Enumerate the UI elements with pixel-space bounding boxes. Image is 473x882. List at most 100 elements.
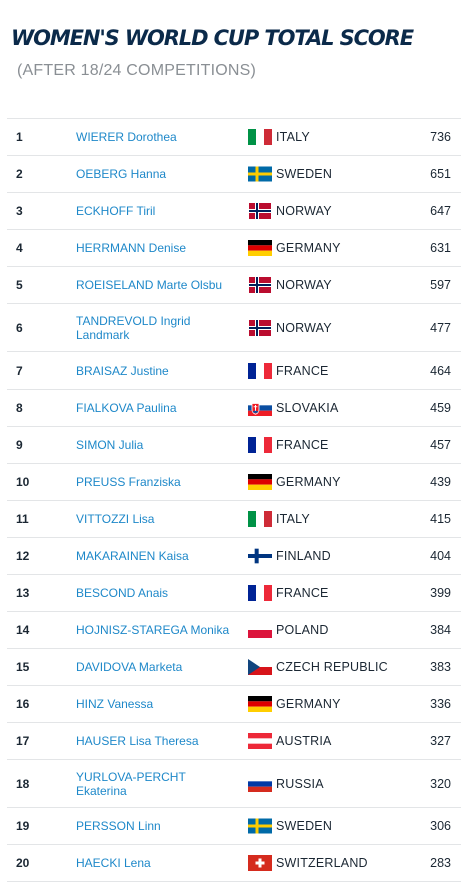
athlete-name-link[interactable]: MAKARAINEN Kaisa [76,549,189,563]
table-row: 13 BESCOND Anais FRANCE 399 [7,575,461,612]
score-cell: 399 [430,586,451,600]
poland-flag-icon [248,622,272,638]
table-row: 6 TANDREVOLD Ingrid Landmark NORWAY 477 [7,304,461,352]
athlete-name-link[interactable]: HAUSER Lisa Theresa [76,734,199,748]
score-cell: 651 [430,167,451,181]
athlete-name-link[interactable]: HOJNISZ-STAREGA Monika [76,623,230,637]
header: WOMEN'S WORLD CUP TOTAL SCORE (AFTER 18/… [0,0,473,118]
rank-cell: 15 [16,660,30,674]
rank-cell: 10 [16,475,30,489]
athlete-name-link[interactable]: FIALKOVA Paulina [76,401,177,415]
score-cell: 306 [430,819,451,833]
rank-cell: 9 [16,438,23,452]
athlete-name-link[interactable]: YURLOVA-PERCHT Ekaterina [76,769,186,798]
athlete-name-link[interactable]: PERSSON Linn [76,819,161,833]
rank-cell: 20 [16,856,30,870]
table-row: 4 HERRMANN Denise GERMANY 631 [7,230,461,267]
rank-cell: 17 [16,734,30,748]
country-cell: NORWAY [276,204,332,218]
country-cell: FRANCE [276,586,329,600]
country-cell: NORWAY [276,278,332,292]
score-cell: 327 [430,734,451,748]
athlete-name-link[interactable]: DAVIDOVA Marketa [76,660,183,674]
country-cell: GERMANY [276,697,341,711]
country-cell: ITALY [276,130,310,144]
athlete-name-link[interactable]: HERRMANN Denise [76,241,187,255]
score-cell: 415 [430,512,451,526]
rank-cell: 16 [16,697,30,711]
athlete-name-link[interactable]: OEBERG Hanna [76,167,167,181]
score-cell: 283 [430,856,451,870]
rank-cell: 6 [16,320,23,335]
norway-flag-icon [248,319,272,336]
table-row: 9 SIMON Julia FRANCE 457 [7,427,461,464]
athlete-name-link[interactable]: HINZ Vanessa [76,697,154,711]
finland-flag-icon [248,548,272,564]
rank-cell: 8 [16,401,23,415]
score-cell: 477 [430,320,451,335]
country-cell: GERMANY [276,241,341,255]
table-row: 16 HINZ Vanessa GERMANY 336 [7,686,461,723]
country-cell: RUSSIA [276,776,324,791]
table-row: 11 VITTOZZI Lisa ITALY 415 [7,501,461,538]
rank-cell: 5 [16,278,23,292]
table-row: 20 HAECKI Lena SWITZERLAND 283 [7,845,461,882]
athlete-name-link[interactable]: BRAISAZ Justine [76,363,169,378]
germany-flag-icon [248,240,272,256]
athlete-name-link[interactable]: WIERER Dorothea [76,130,177,144]
page-title: WOMEN'S WORLD CUP TOTAL SCORE [11,26,414,50]
score-cell: 439 [430,475,451,489]
athlete-name-link[interactable]: HAECKI Lena [76,856,151,870]
rank-cell: 14 [16,623,30,637]
athlete-name-link[interactable]: ROEISELAND Marte Olsbu [76,278,223,292]
czech-republic-flag-icon [248,659,272,675]
france-flag-icon [248,362,272,379]
rank-cell: 7 [16,363,23,378]
country-cell: SLOVAKIA [276,401,339,415]
athlete-name-link[interactable]: BESCOND Anais [76,586,169,600]
score-cell: 320 [430,776,451,791]
country-cell: FINLAND [276,549,331,563]
germany-flag-icon [248,474,272,490]
table-row: 2 OEBERG Hanna SWEDEN 651 [7,156,461,193]
rank-cell: 13 [16,586,30,600]
table-row: 8 FIALKOVA Paulina SLOVAKIA 459 [7,390,461,427]
country-cell: SWEDEN [276,819,333,833]
sweden-flag-icon [248,166,272,182]
france-flag-icon [248,437,272,453]
athlete-name-link[interactable]: SIMON Julia [76,438,144,452]
slovakia-flag-icon [248,400,272,416]
score-cell: 464 [430,363,451,378]
score-cell: 647 [430,204,451,218]
norway-flag-icon [248,277,272,293]
score-cell: 736 [430,130,451,144]
rank-cell: 3 [16,204,23,218]
athlete-name-link[interactable]: VITTOZZI Lisa [76,512,155,526]
rank-cell: 1 [16,130,23,144]
sweden-flag-icon [248,818,272,834]
score-cell: 384 [430,623,451,637]
athlete-name-link[interactable]: TANDREVOLD Ingrid Landmark [76,313,191,342]
rank-cell: 4 [16,241,23,255]
table-row: 14 HOJNISZ-STAREGA Monika POLAND 384 [7,612,461,649]
rank-cell: 2 [16,167,23,181]
athlete-name-link[interactable]: ECKHOFF Tiril [76,204,156,218]
country-cell: FRANCE [276,438,329,452]
germany-flag-icon [248,696,272,712]
table-row: 7 BRAISAZ Justine FRANCE 464 [7,352,461,390]
italy-flag-icon [248,511,272,527]
athlete-name-link[interactable]: PREUSS Franziska [76,475,181,489]
score-cell: 383 [430,660,451,674]
table-row: 3 ECKHOFF Tiril NORWAY 647 [7,193,461,230]
table-row: 17 HAUSER Lisa Theresa AUSTRIA 327 [7,723,461,760]
table-row: 19 PERSSON Linn SWEDEN 306 [7,808,461,845]
rank-cell: 11 [16,512,29,526]
score-cell: 459 [430,401,451,415]
country-cell: SWEDEN [276,167,333,181]
country-cell: FRANCE [276,363,329,378]
score-cell: 336 [430,697,451,711]
score-cell: 631 [430,241,451,255]
country-cell: CZECH REPUBLIC [276,660,388,674]
score-cell: 597 [430,278,451,292]
country-cell: GERMANY [276,475,341,489]
